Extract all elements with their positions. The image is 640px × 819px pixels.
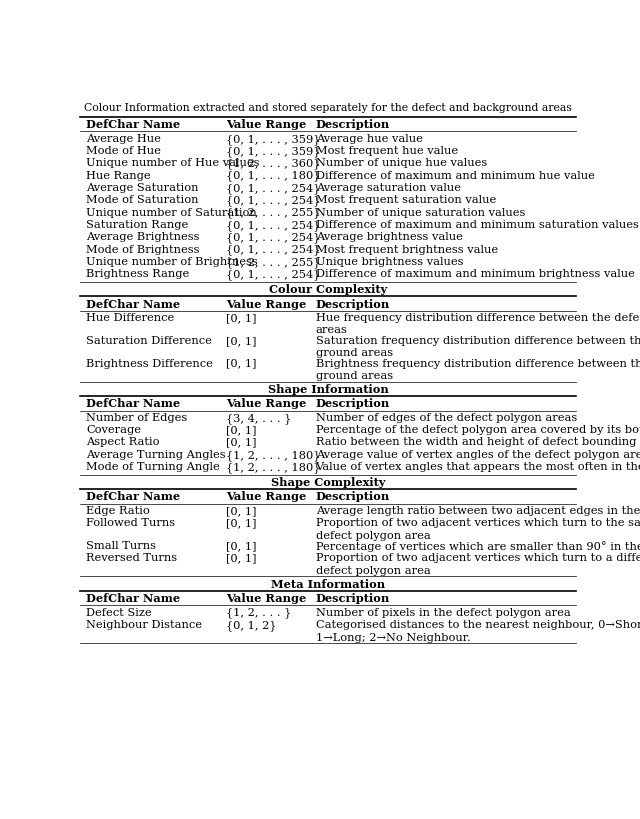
Text: {0, 1, . . . , 254}: {0, 1, . . . , 254} [227, 219, 321, 230]
Text: [0, 1]: [0, 1] [227, 424, 257, 435]
Text: Percentage of the defect polygon area covered by its bounding box: Percentage of the defect polygon area co… [316, 424, 640, 435]
Text: Hue Difference: Hue Difference [86, 313, 175, 323]
Text: [0, 1]: [0, 1] [227, 518, 257, 527]
Text: DefChar Name: DefChar Name [86, 491, 180, 502]
Text: Mode of Hue: Mode of Hue [86, 146, 161, 156]
Text: Brightness Difference: Brightness Difference [86, 358, 213, 368]
Text: Value Range: Value Range [227, 298, 307, 310]
Text: [0, 1]: [0, 1] [227, 541, 257, 550]
Text: Coverage: Coverage [86, 424, 141, 435]
Text: Value Range: Value Range [227, 491, 307, 502]
Text: {1, 2, . . . }: {1, 2, . . . } [227, 607, 292, 618]
Text: Unique brightness values: Unique brightness values [316, 256, 463, 266]
Text: Percentage of vertices which are smaller than 90° in the defect polygon area: Percentage of vertices which are smaller… [316, 541, 640, 551]
Text: Defect Size: Defect Size [86, 607, 152, 617]
Text: Mode of Brightness: Mode of Brightness [86, 244, 200, 254]
Text: Colour Information extracted and stored separately for the defect and background: Colour Information extracted and stored … [84, 102, 572, 113]
Text: [0, 1]: [0, 1] [227, 358, 257, 368]
Text: Saturation Range: Saturation Range [86, 219, 189, 229]
Text: {1, 2, . . . , 180}: {1, 2, . . . , 180} [227, 462, 321, 473]
Text: Most frequent saturation value: Most frequent saturation value [316, 195, 496, 205]
Text: Hue Range: Hue Range [86, 170, 151, 180]
Text: {1, 2, . . . , 180}: {1, 2, . . . , 180} [227, 450, 321, 460]
Text: {1, 2, . . . , 255}: {1, 2, . . . , 255} [227, 256, 321, 267]
Text: Average Turning Angles: Average Turning Angles [86, 450, 226, 459]
Text: Value Range: Value Range [227, 398, 307, 409]
Text: Brightness frequency distribution difference between the defect and back-
ground: Brightness frequency distribution differ… [316, 358, 640, 381]
Text: Number of Edges: Number of Edges [86, 412, 188, 423]
Text: Difference of maximum and minimum brightness value: Difference of maximum and minimum bright… [316, 269, 634, 278]
Text: Mode of Saturation: Mode of Saturation [86, 195, 199, 205]
Text: Unique number of Hue values: Unique number of Hue values [86, 158, 260, 168]
Text: DefChar Name: DefChar Name [86, 398, 180, 409]
Text: Description: Description [316, 298, 390, 310]
Text: Number of edges of the defect polygon areas: Number of edges of the defect polygon ar… [316, 412, 577, 423]
Text: [0, 1]: [0, 1] [227, 505, 257, 515]
Text: Most frequent hue value: Most frequent hue value [316, 146, 458, 156]
Text: Average Hue: Average Hue [86, 133, 161, 143]
Text: Average Brightness: Average Brightness [86, 232, 200, 242]
Text: Average value of vertex angles of the defect polygon area: Average value of vertex angles of the de… [316, 450, 640, 459]
Text: DefChar Name: DefChar Name [86, 119, 180, 130]
Text: {0, 1, . . . , 359}: {0, 1, . . . , 359} [227, 133, 321, 144]
Text: Value Range: Value Range [227, 592, 307, 604]
Text: Average saturation value: Average saturation value [316, 183, 461, 192]
Text: Value Range: Value Range [227, 119, 307, 130]
Text: Number of unique saturation values: Number of unique saturation values [316, 207, 525, 217]
Text: {1, 2, . . . , 360}: {1, 2, . . . , 360} [227, 158, 321, 169]
Text: Number of unique hue values: Number of unique hue values [316, 158, 487, 168]
Text: Unique number of Saturation: Unique number of Saturation [86, 207, 257, 217]
Text: Edge Ratio: Edge Ratio [86, 505, 150, 515]
Text: Average brightness value: Average brightness value [316, 232, 463, 242]
Text: Neighbour Distance: Neighbour Distance [86, 619, 202, 629]
Text: Meta Information: Meta Information [271, 578, 385, 589]
Text: Description: Description [316, 592, 390, 604]
Text: Categorised distances to the nearest neighbour, 0→Short (≤100 px);
1→Long; 2→No : Categorised distances to the nearest nei… [316, 619, 640, 642]
Text: {0, 1, . . . , 254}: {0, 1, . . . , 254} [227, 269, 321, 279]
Text: Shape Information: Shape Information [268, 383, 388, 394]
Text: {0, 1, . . . , 254}: {0, 1, . . . , 254} [227, 232, 321, 242]
Text: {0, 1, . . . , 180}: {0, 1, . . . , 180} [227, 170, 321, 181]
Text: {0, 1, . . . , 359}: {0, 1, . . . , 359} [227, 146, 321, 156]
Text: {3, 4, . . . }: {3, 4, . . . } [227, 412, 292, 423]
Text: Aspect Ratio: Aspect Ratio [86, 437, 160, 447]
Text: Average hue value: Average hue value [316, 133, 422, 143]
Text: [0, 1]: [0, 1] [227, 313, 257, 323]
Text: [0, 1]: [0, 1] [227, 336, 257, 346]
Text: Average Saturation: Average Saturation [86, 183, 199, 192]
Text: Mode of Turning Angle: Mode of Turning Angle [86, 462, 220, 472]
Text: Hue frequency distribution difference between the defect and background
areas: Hue frequency distribution difference be… [316, 313, 640, 335]
Text: {1, 2, . . . , 255}: {1, 2, . . . , 255} [227, 207, 321, 218]
Text: Shape Complexity: Shape Complexity [271, 477, 385, 487]
Text: Proportion of two adjacent vertices which turn to the same direction in the
defe: Proportion of two adjacent vertices whic… [316, 518, 640, 540]
Text: [0, 1]: [0, 1] [227, 553, 257, 563]
Text: Description: Description [316, 491, 390, 502]
Text: Ratio between the width and height of defect bounding box: Ratio between the width and height of de… [316, 437, 640, 447]
Text: DefChar Name: DefChar Name [86, 592, 180, 604]
Text: {0, 1, . . . , 254}: {0, 1, . . . , 254} [227, 183, 321, 193]
Text: Reversed Turns: Reversed Turns [86, 553, 177, 563]
Text: Difference of maximum and minimum saturation values: Difference of maximum and minimum satura… [316, 219, 639, 229]
Text: {0, 1, . . . , 254}: {0, 1, . . . , 254} [227, 244, 321, 255]
Text: Description: Description [316, 119, 390, 130]
Text: Number of pixels in the defect polygon area: Number of pixels in the defect polygon a… [316, 607, 570, 617]
Text: Proportion of two adjacent vertices which turn to a different direction in the
d: Proportion of two adjacent vertices whic… [316, 553, 640, 575]
Text: Difference of maximum and minimum hue value: Difference of maximum and minimum hue va… [316, 170, 595, 180]
Text: Description: Description [316, 398, 390, 409]
Text: Most frequent brightness value: Most frequent brightness value [316, 244, 498, 254]
Text: {0, 1, . . . , 254}: {0, 1, . . . , 254} [227, 195, 321, 206]
Text: Value of vertex angles that appears the most often in the defect polygon: Value of vertex angles that appears the … [316, 462, 640, 472]
Text: Followed Turns: Followed Turns [86, 518, 175, 527]
Text: Unique number of Brightness: Unique number of Brightness [86, 256, 258, 266]
Text: {0, 1, 2}: {0, 1, 2} [227, 619, 277, 630]
Text: [0, 1]: [0, 1] [227, 437, 257, 447]
Text: Saturation frequency distribution difference between the defect and back-
ground: Saturation frequency distribution differ… [316, 336, 640, 358]
Text: DefChar Name: DefChar Name [86, 298, 180, 310]
Text: Small Turns: Small Turns [86, 541, 156, 550]
Text: Colour Complexity: Colour Complexity [269, 283, 387, 295]
Text: Average length ratio between two adjacent edges in the defect polygon area: Average length ratio between two adjacen… [316, 505, 640, 515]
Text: Brightness Range: Brightness Range [86, 269, 189, 278]
Text: Saturation Difference: Saturation Difference [86, 336, 212, 346]
